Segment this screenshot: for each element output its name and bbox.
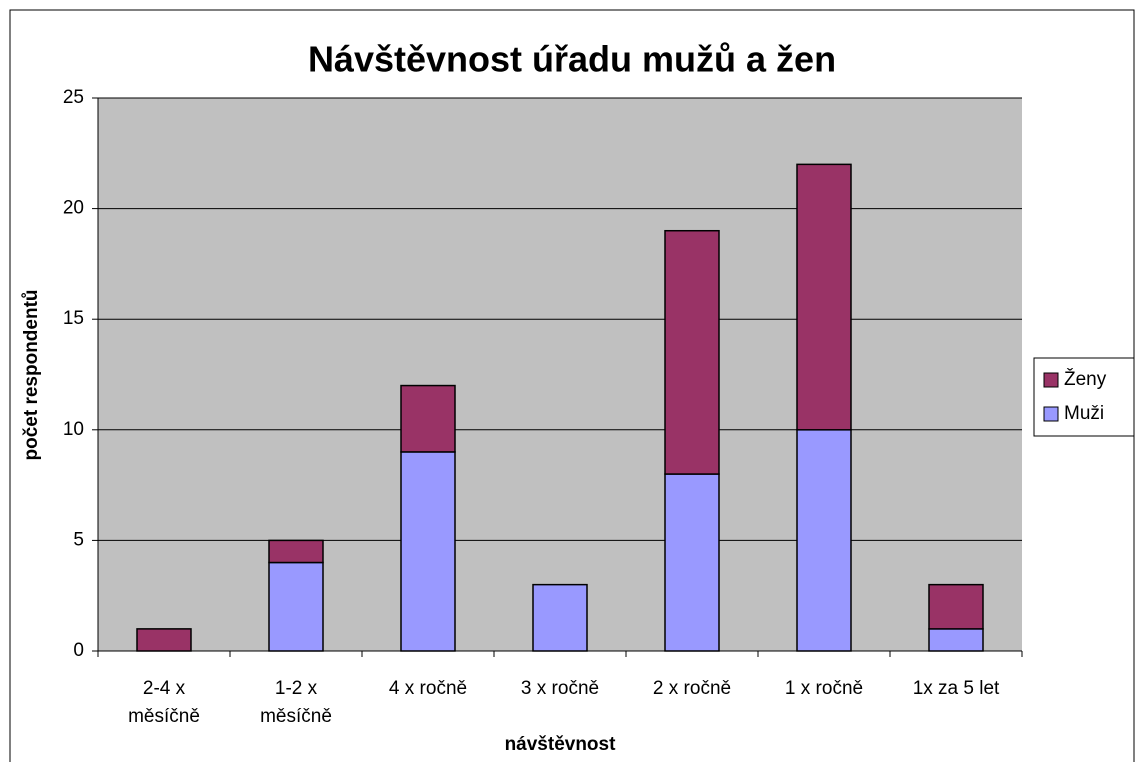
bar xyxy=(664,473,720,652)
plot-area xyxy=(98,98,1022,651)
x-tick-label-line: 1 x ročně xyxy=(785,678,863,699)
y-tick-label: 10 xyxy=(63,419,84,440)
legend-swatch xyxy=(1043,372,1059,388)
x-tick-label: 2 x ročně xyxy=(653,678,731,699)
bar xyxy=(928,583,984,630)
y-tick-label: 20 xyxy=(63,198,84,219)
y-axis-title: počet respondentů xyxy=(21,289,42,460)
x-axis-title: návštěvnost xyxy=(505,734,617,755)
x-tick-label-line: 4 x ročně xyxy=(389,678,467,699)
x-tick-label-line: 1x za 5 let xyxy=(913,678,1000,699)
bar xyxy=(664,229,720,475)
bar xyxy=(400,384,456,453)
x-tick-label: 1 x ročně xyxy=(785,678,863,699)
x-tick-label-line: 1-2 x xyxy=(275,678,318,699)
x-tick-label: 1-2 x měsíčně xyxy=(260,678,332,727)
bar xyxy=(928,628,984,652)
bar xyxy=(532,583,588,652)
bar xyxy=(268,561,324,652)
x-tick-label: 4 x ročně xyxy=(389,678,467,699)
y-tick-label: 25 xyxy=(63,87,84,108)
legend-swatch xyxy=(1043,406,1059,422)
chart-title: Návštěvnost úřadu mužů a žen xyxy=(308,39,836,80)
x-tick-label-line: měsíčně xyxy=(128,706,200,727)
x-tick-label-line: 3 x ročně xyxy=(521,678,599,699)
x-tick-label-line: měsíčně xyxy=(260,706,332,727)
x-tick-label: 1x za 5 let xyxy=(913,678,1000,699)
y-tick-label: 0 xyxy=(73,640,84,661)
y-tick-label: 15 xyxy=(63,308,84,329)
legend-label: Muži xyxy=(1064,403,1104,424)
bar xyxy=(400,451,456,652)
legend xyxy=(1033,357,1135,437)
x-tick-label: 3 x ročně xyxy=(521,678,599,699)
legend-label: Ženy xyxy=(1064,368,1107,390)
x-tick-label-line: 2-4 x xyxy=(143,678,186,699)
bar xyxy=(136,628,192,652)
x-tick-label-line: 2 x ročně xyxy=(653,678,731,699)
bar xyxy=(796,163,852,431)
y-tick-label: 5 xyxy=(73,529,84,550)
bar xyxy=(796,429,852,652)
bar xyxy=(268,539,324,564)
x-tick-label: 2-4 x měsíčně xyxy=(128,678,200,727)
